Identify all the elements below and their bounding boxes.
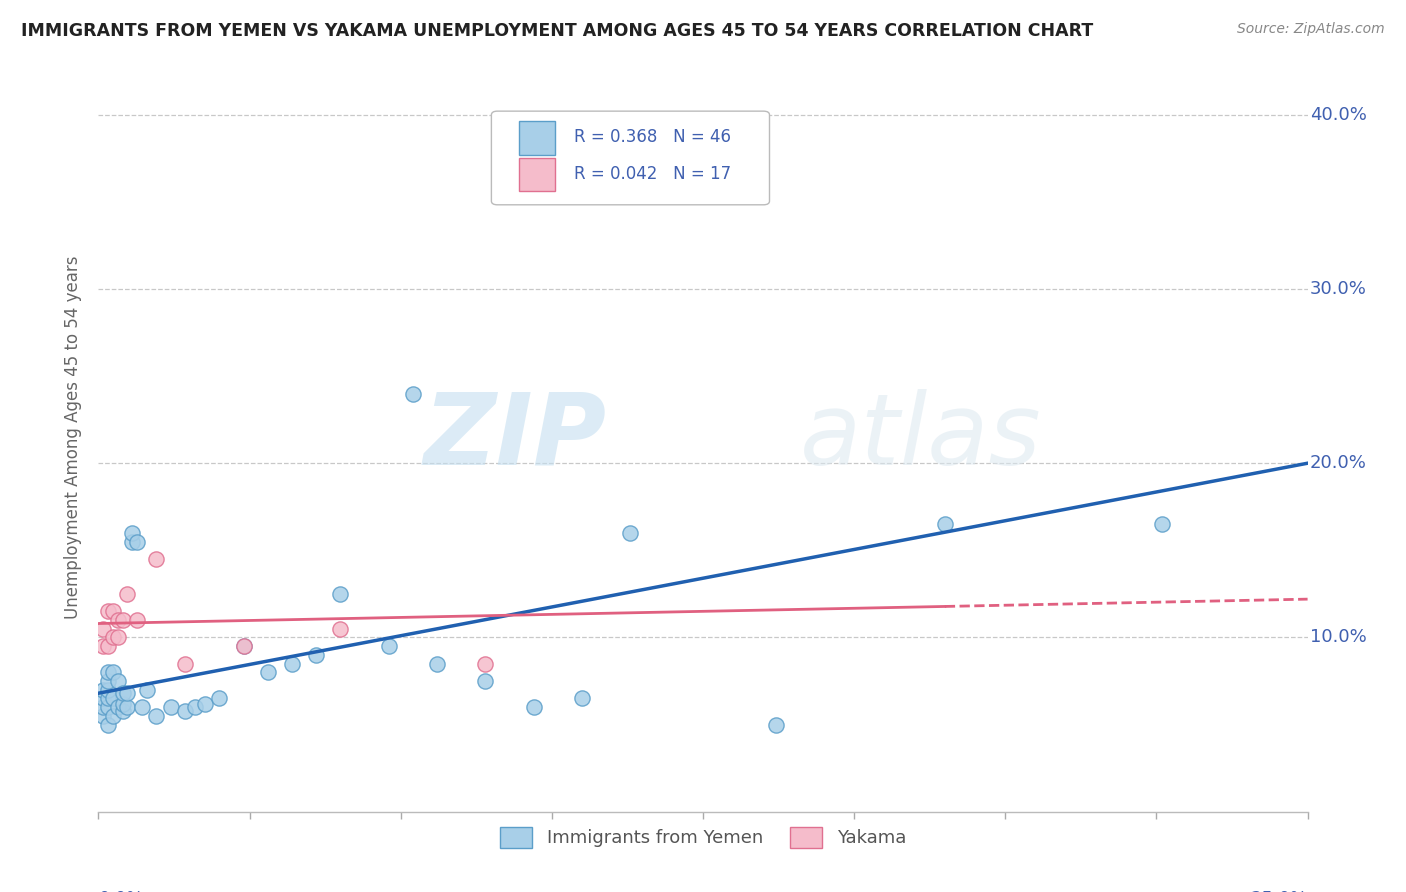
Point <box>97 604 120 618</box>
Point <box>121 534 143 549</box>
Point <box>101 631 124 645</box>
Legend: Immigrants from Yemen, Yakama: Immigrants from Yemen, Yakama <box>492 820 914 855</box>
Point <box>127 534 149 549</box>
Point <box>91 700 114 714</box>
Point <box>97 673 120 688</box>
Point <box>135 682 157 697</box>
Point <box>131 700 153 714</box>
Point <box>111 686 134 700</box>
Text: 20.0%: 20.0% <box>1310 454 1367 472</box>
Point <box>934 517 956 532</box>
Point <box>91 709 114 723</box>
Text: atlas: atlas <box>800 389 1042 485</box>
Point <box>402 386 425 401</box>
Point <box>765 717 787 731</box>
Text: ZIP: ZIP <box>423 389 606 485</box>
Point <box>111 704 134 718</box>
Point <box>107 631 129 645</box>
Point <box>232 639 254 653</box>
Text: 0.0%: 0.0% <box>98 890 143 892</box>
Text: 25.0%: 25.0% <box>1250 890 1308 892</box>
Point <box>377 639 399 653</box>
Point <box>194 697 217 711</box>
Point <box>160 700 183 714</box>
Point <box>97 691 120 706</box>
Point <box>91 682 114 697</box>
Text: Source: ZipAtlas.com: Source: ZipAtlas.com <box>1237 22 1385 37</box>
FancyBboxPatch shape <box>492 112 769 205</box>
Point <box>111 613 134 627</box>
Point <box>571 691 593 706</box>
Text: 10.0%: 10.0% <box>1310 629 1367 647</box>
Point <box>329 587 352 601</box>
Point <box>127 613 149 627</box>
Point <box>91 639 114 653</box>
Point <box>145 709 167 723</box>
Point <box>174 657 197 671</box>
Point <box>184 700 207 714</box>
Point <box>281 657 304 671</box>
Point <box>101 709 124 723</box>
Point <box>97 665 120 680</box>
Point <box>97 639 120 653</box>
Point <box>474 673 496 688</box>
Point <box>117 587 139 601</box>
Point <box>121 525 143 540</box>
Point <box>426 657 449 671</box>
Point <box>232 639 254 653</box>
Text: R = 0.042   N = 17: R = 0.042 N = 17 <box>574 165 731 183</box>
Point <box>107 673 129 688</box>
Point <box>97 700 120 714</box>
Point <box>256 665 278 680</box>
Point <box>101 665 124 680</box>
Point <box>101 604 124 618</box>
Point <box>97 717 120 731</box>
Point <box>97 682 120 697</box>
Point <box>474 657 496 671</box>
Point <box>619 525 641 540</box>
Point <box>174 704 197 718</box>
Y-axis label: Unemployment Among Ages 45 to 54 years: Unemployment Among Ages 45 to 54 years <box>65 255 83 619</box>
Text: 30.0%: 30.0% <box>1310 280 1367 298</box>
Point <box>523 700 546 714</box>
Point <box>117 686 139 700</box>
FancyBboxPatch shape <box>519 121 555 154</box>
Point <box>117 700 139 714</box>
Point <box>91 691 114 706</box>
Text: R = 0.368   N = 46: R = 0.368 N = 46 <box>574 128 731 146</box>
Text: IMMIGRANTS FROM YEMEN VS YAKAMA UNEMPLOYMENT AMONG AGES 45 TO 54 YEARS CORRELATI: IMMIGRANTS FROM YEMEN VS YAKAMA UNEMPLOY… <box>21 22 1094 40</box>
Point <box>101 691 124 706</box>
Point <box>305 648 328 662</box>
Point <box>91 622 114 636</box>
Point <box>107 613 129 627</box>
FancyBboxPatch shape <box>519 158 555 191</box>
Point <box>329 622 352 636</box>
Point <box>107 700 129 714</box>
Point <box>145 552 167 566</box>
Point <box>208 691 231 706</box>
Point <box>111 697 134 711</box>
Point <box>1152 517 1174 532</box>
Text: 40.0%: 40.0% <box>1310 106 1367 124</box>
